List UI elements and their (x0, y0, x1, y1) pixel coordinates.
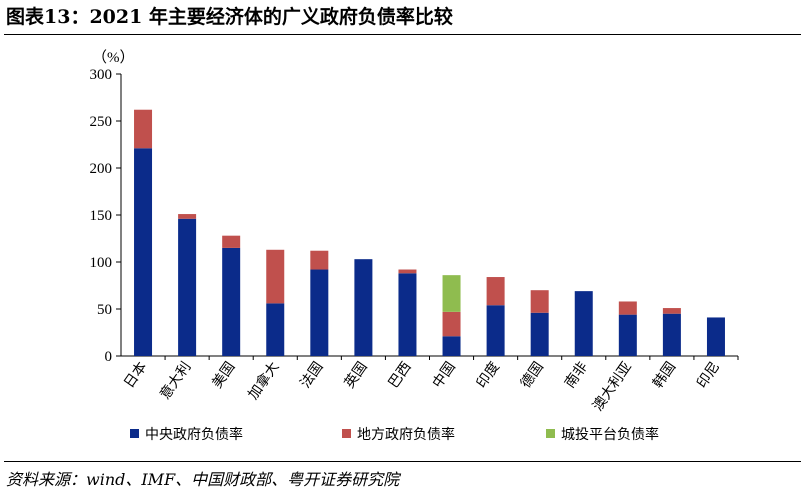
y-tick-label: 300 (90, 67, 113, 83)
bar-central-7 (442, 336, 461, 356)
legend-label-local: 地方政府负债率 (357, 426, 455, 443)
bar-central-4 (310, 269, 329, 356)
y-tick-label: 150 (90, 208, 113, 224)
chart-bars (134, 109, 725, 356)
bar-group-4 (310, 250, 329, 356)
bar-central-9 (530, 312, 549, 356)
bar-local-8 (486, 277, 505, 306)
bar-local-6 (398, 269, 417, 274)
y-tick-label: 200 (90, 161, 113, 177)
legend-swatch-lgfv (546, 429, 555, 438)
x-tick-label: 澳大利亚 (590, 359, 635, 414)
bar-local-1 (178, 214, 197, 219)
bar-group-9 (530, 290, 549, 356)
bar-central-1 (178, 218, 197, 356)
bar-group-10 (574, 291, 593, 356)
bar-central-6 (398, 273, 417, 356)
x-tick-label: 加拿大 (245, 359, 283, 403)
x-tick-label: 印度 (474, 359, 503, 391)
bar-central-12 (662, 313, 681, 356)
title-divider (4, 34, 801, 35)
bar-local-11 (618, 301, 637, 315)
x-tick-label: 德国 (518, 359, 547, 391)
bar-central-0 (134, 148, 153, 356)
x-tick-label: 南非 (562, 359, 591, 391)
stacked-bar-chart: 050100150200250300（%）日本 意大利 美国 加拿大 法国 英国 巴西 中国印… (90, 49, 739, 443)
bar-local-3 (266, 249, 285, 304)
y-tick-label: 0 (105, 349, 113, 365)
bar-central-3 (266, 303, 285, 356)
bar-central-11 (618, 314, 637, 356)
bar-group-6 (398, 269, 417, 356)
source-divider (4, 461, 801, 462)
x-tick-label: 中国 (430, 359, 459, 391)
bar-group-13 (706, 317, 725, 356)
x-tick-label: 意大利 (156, 359, 194, 403)
bar-lgfv-7 (442, 275, 461, 312)
y-tick-label: 250 (90, 114, 113, 130)
bar-local-2 (222, 235, 241, 248)
x-tick-label: 印尼 (694, 359, 723, 391)
legend-swatch-local (342, 429, 351, 438)
bar-central-8 (486, 305, 505, 356)
bar-group-0 (134, 109, 153, 356)
bar-group-11 (618, 301, 637, 356)
y-unit-label: （%） (92, 49, 135, 66)
bar-group-1 (178, 214, 197, 356)
bar-group-7 (442, 275, 461, 356)
bar-group-8 (486, 277, 505, 356)
bar-central-13 (706, 317, 725, 356)
chart-title: 图表13：2021 年主要经济体的广义政府负债率比较 (6, 6, 453, 28)
bar-group-5 (354, 259, 373, 356)
legend-label-central: 中央政府负债率 (145, 426, 243, 443)
bar-local-12 (662, 308, 681, 314)
bar-group-2 (222, 235, 241, 356)
bar-local-9 (530, 290, 549, 313)
bar-group-3 (266, 249, 285, 356)
legend-label-lgfv: 城投平台负债率 (561, 426, 659, 443)
bar-local-0 (134, 109, 153, 149)
bar-group-12 (662, 308, 681, 356)
bar-central-5 (354, 259, 373, 356)
x-tick-label: 韩国 (650, 359, 679, 391)
legend-swatch-central (130, 429, 139, 438)
bar-central-10 (574, 291, 593, 356)
bar-local-7 (442, 311, 461, 337)
x-tick-label: 美国 (209, 359, 238, 391)
x-tick-label: 日本 (121, 359, 150, 391)
x-tick-label: 巴西 (386, 359, 415, 391)
y-tick-label: 50 (97, 302, 112, 318)
x-tick-label: 英国 (341, 359, 371, 392)
source-note: 资料来源：wind、IMF、中国财政部、粤开证券研究院 (6, 470, 400, 489)
bar-local-4 (310, 250, 329, 270)
x-tick-label: 法国 (297, 359, 326, 391)
chart-legend: 中央政府负债率 地方政府负债率 城投平台负债率 (130, 426, 659, 443)
y-tick-label: 100 (90, 255, 113, 271)
bar-central-2 (222, 247, 241, 356)
